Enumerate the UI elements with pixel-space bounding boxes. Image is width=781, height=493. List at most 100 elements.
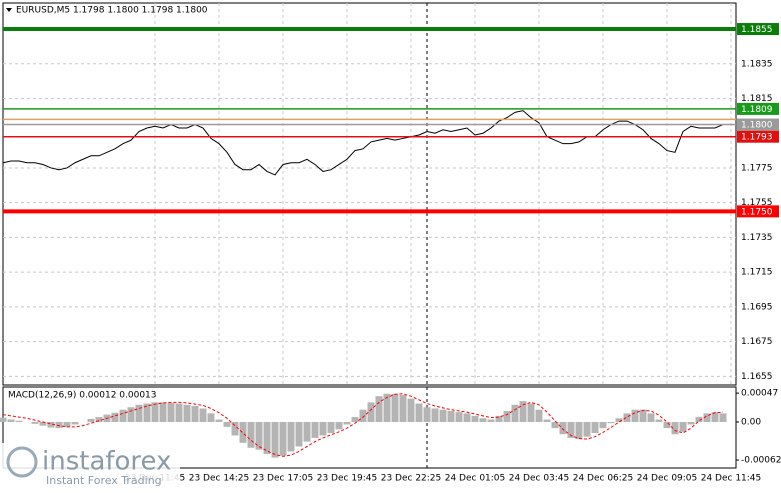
macd-bar — [143, 403, 151, 422]
macd-bar — [463, 413, 471, 422]
macd-bar — [359, 409, 367, 422]
macd-bar — [223, 421, 231, 427]
x-tick-label: 24 Dec 09:05 — [637, 474, 698, 484]
macd-bar — [599, 421, 607, 429]
macd-bar — [631, 409, 639, 422]
price-label-box — [737, 102, 779, 115]
price-panel — [2, 2, 737, 386]
y-tick-label: 1.1775 — [741, 163, 773, 173]
macd-bar — [279, 421, 287, 456]
macd-bar — [327, 421, 335, 434]
macd-title: MACD(12,26,9) 0.00012 0.00013 — [8, 391, 157, 401]
macd-bar — [447, 410, 455, 422]
macd-bar — [495, 415, 503, 422]
macd-bar — [575, 421, 583, 440]
macd-bar — [63, 421, 71, 427]
x-tick-label: 23 Dec 17:05 — [253, 474, 314, 484]
macd-bar — [127, 407, 135, 422]
macd-bar — [87, 418, 95, 422]
macd-bar — [207, 413, 215, 422]
price-label: 1.1800 — [741, 121, 773, 131]
macd-bar — [263, 421, 271, 454]
macd-bar — [503, 410, 511, 422]
x-tick-label: 24 Dec 11:45 — [701, 474, 762, 484]
x-tick-label: 23 Dec 19:45 — [317, 474, 378, 484]
macd-bar — [15, 420, 23, 422]
x-tick-label: 24 Dec 01:05 — [445, 474, 506, 484]
macd-bar — [663, 421, 671, 429]
macd-bar — [271, 421, 279, 458]
price-label-box — [737, 130, 779, 143]
macd-panel — [2, 386, 737, 469]
macd-bar — [167, 402, 175, 422]
macd-bar — [527, 403, 535, 422]
macd-bar — [47, 421, 55, 428]
macd-bar — [55, 421, 63, 429]
macd-bar — [215, 419, 223, 422]
macd-bar — [159, 402, 167, 422]
macd-bar — [559, 421, 567, 435]
macd-bar — [0, 417, 7, 422]
macd-bar — [351, 417, 359, 422]
macd-bar — [671, 421, 679, 435]
chart-title: EURUSD,M5 1.1798 1.1800 1.1798 1.1800 — [16, 6, 208, 16]
macd-bar — [303, 421, 311, 442]
macd-bar — [695, 417, 703, 422]
y-tick-label: 1.1675 — [741, 337, 773, 347]
macd-bar — [247, 421, 255, 448]
x-tick-label: 23 Dec 14:25 — [189, 474, 250, 484]
macd-bar — [487, 419, 495, 422]
macd-bar — [615, 418, 623, 422]
macd-bar — [287, 421, 295, 452]
watermark-logo — [6, 446, 38, 478]
macd-bar — [135, 404, 143, 422]
macd-bar — [719, 413, 727, 422]
macd-bar — [679, 421, 687, 432]
macd-bar — [367, 402, 375, 422]
macd-bar — [7, 419, 15, 422]
macd-bar — [535, 409, 543, 422]
macd-bar — [655, 419, 663, 422]
macd-bar — [255, 421, 263, 450]
signal-line — [2, 393, 724, 457]
watermark-brand: instaforex — [42, 447, 171, 477]
macd-bar — [415, 403, 423, 422]
macd-bar — [583, 421, 591, 437]
macd-bar — [511, 404, 519, 422]
macd-bar — [375, 396, 383, 422]
macd-bar — [455, 412, 463, 422]
price-label: 1.1750 — [741, 207, 773, 217]
macd-bar — [231, 421, 239, 436]
macd-bar — [519, 401, 527, 422]
macd-bar — [639, 409, 647, 422]
macd-bar — [439, 409, 447, 422]
price-line — [2, 110, 724, 176]
macd-bar — [431, 408, 439, 422]
y-tick-label: 1.1835 — [741, 59, 773, 69]
macd-bar — [151, 402, 159, 422]
macd-bar — [343, 421, 351, 425]
macd-bar — [551, 421, 559, 429]
price-label-box — [737, 205, 779, 218]
macd-bar — [31, 421, 39, 424]
price-label: 1.1855 — [741, 25, 773, 35]
y-tick-label: -0.00062 — [741, 456, 781, 466]
macd-bar — [703, 413, 711, 422]
macd-bar — [311, 421, 319, 438]
macd-bar — [471, 415, 479, 422]
y-tick-label: 1.1735 — [741, 233, 773, 243]
macd-bar — [647, 413, 655, 422]
price-label-box — [737, 118, 779, 131]
macd-bar — [399, 394, 407, 422]
macd-bar — [383, 393, 391, 422]
macd-bar — [479, 418, 487, 422]
y-tick-label: 1.1815 — [741, 94, 773, 104]
macd-bar — [295, 421, 303, 447]
menu-arrow — [6, 8, 12, 12]
y-tick-label: 0.00 — [741, 417, 761, 427]
macd-bar — [39, 421, 47, 426]
macd-bar — [119, 409, 127, 422]
macd-bar — [95, 417, 103, 422]
y-tick-label: 1.1695 — [741, 302, 773, 312]
macd-bar — [423, 407, 431, 422]
